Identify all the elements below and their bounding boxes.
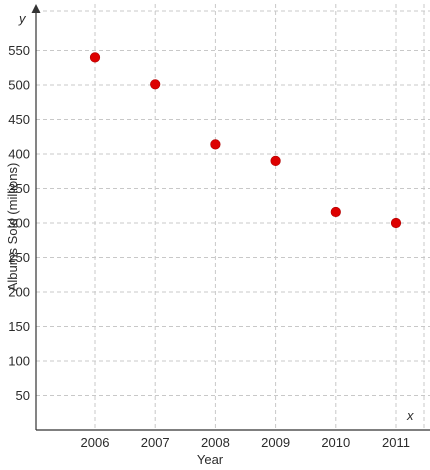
data-points — [89, 52, 402, 229]
y-axis-title: Albums Sold (millions) — [5, 163, 20, 292]
x-tick-label-2008: 2008 — [201, 435, 230, 450]
x-axis-letter: x — [406, 408, 414, 423]
y-tick-label-400: 400 — [8, 147, 30, 162]
horizontal-gridlines — [36, 10, 430, 396]
data-point-2009 — [270, 155, 281, 166]
y-tick-label-200: 200 — [8, 285, 30, 300]
y-tick-label-300: 300 — [8, 216, 30, 231]
x-tick-label-2007: 2007 — [141, 435, 170, 450]
data-point-2007 — [150, 79, 161, 90]
data-point-2011 — [390, 217, 402, 229]
data-point-2010 — [330, 206, 341, 218]
x-tick-label-2011: 2011 — [382, 435, 410, 450]
y-axis-arrow — [31, 4, 41, 13]
y-tick-label-250: 250 — [8, 250, 30, 265]
y-axis-letter: y — [18, 11, 27, 26]
x-tick-label-2010: 2010 — [321, 435, 350, 450]
axes — [31, 4, 430, 431]
y-tick-label-100: 100 — [8, 354, 30, 369]
x-tick-label-2006: 2006 — [81, 435, 110, 450]
x-axis-title: Year — [197, 452, 224, 467]
y-tick-label-550: 550 — [8, 43, 30, 58]
y-tick-label-50: 50 — [16, 388, 30, 403]
x-tick-label-2009: 2009 — [261, 435, 290, 450]
vertical-gridlines — [94, 4, 425, 430]
y-tick-label-450: 450 — [8, 112, 30, 127]
data-point-2008 — [210, 139, 221, 150]
y-tick-label-350: 350 — [8, 181, 30, 196]
x-tick-labels: 2006 2007 2008 2009 2010 2011 — [81, 435, 410, 450]
y-tick-labels: 50 100 150 200 250 300 350 400 450 500 550 — [8, 43, 30, 403]
data-point-2006 — [89, 52, 101, 63]
y-tick-label-500: 500 — [8, 78, 30, 93]
y-tick-label-150: 150 — [8, 319, 30, 334]
